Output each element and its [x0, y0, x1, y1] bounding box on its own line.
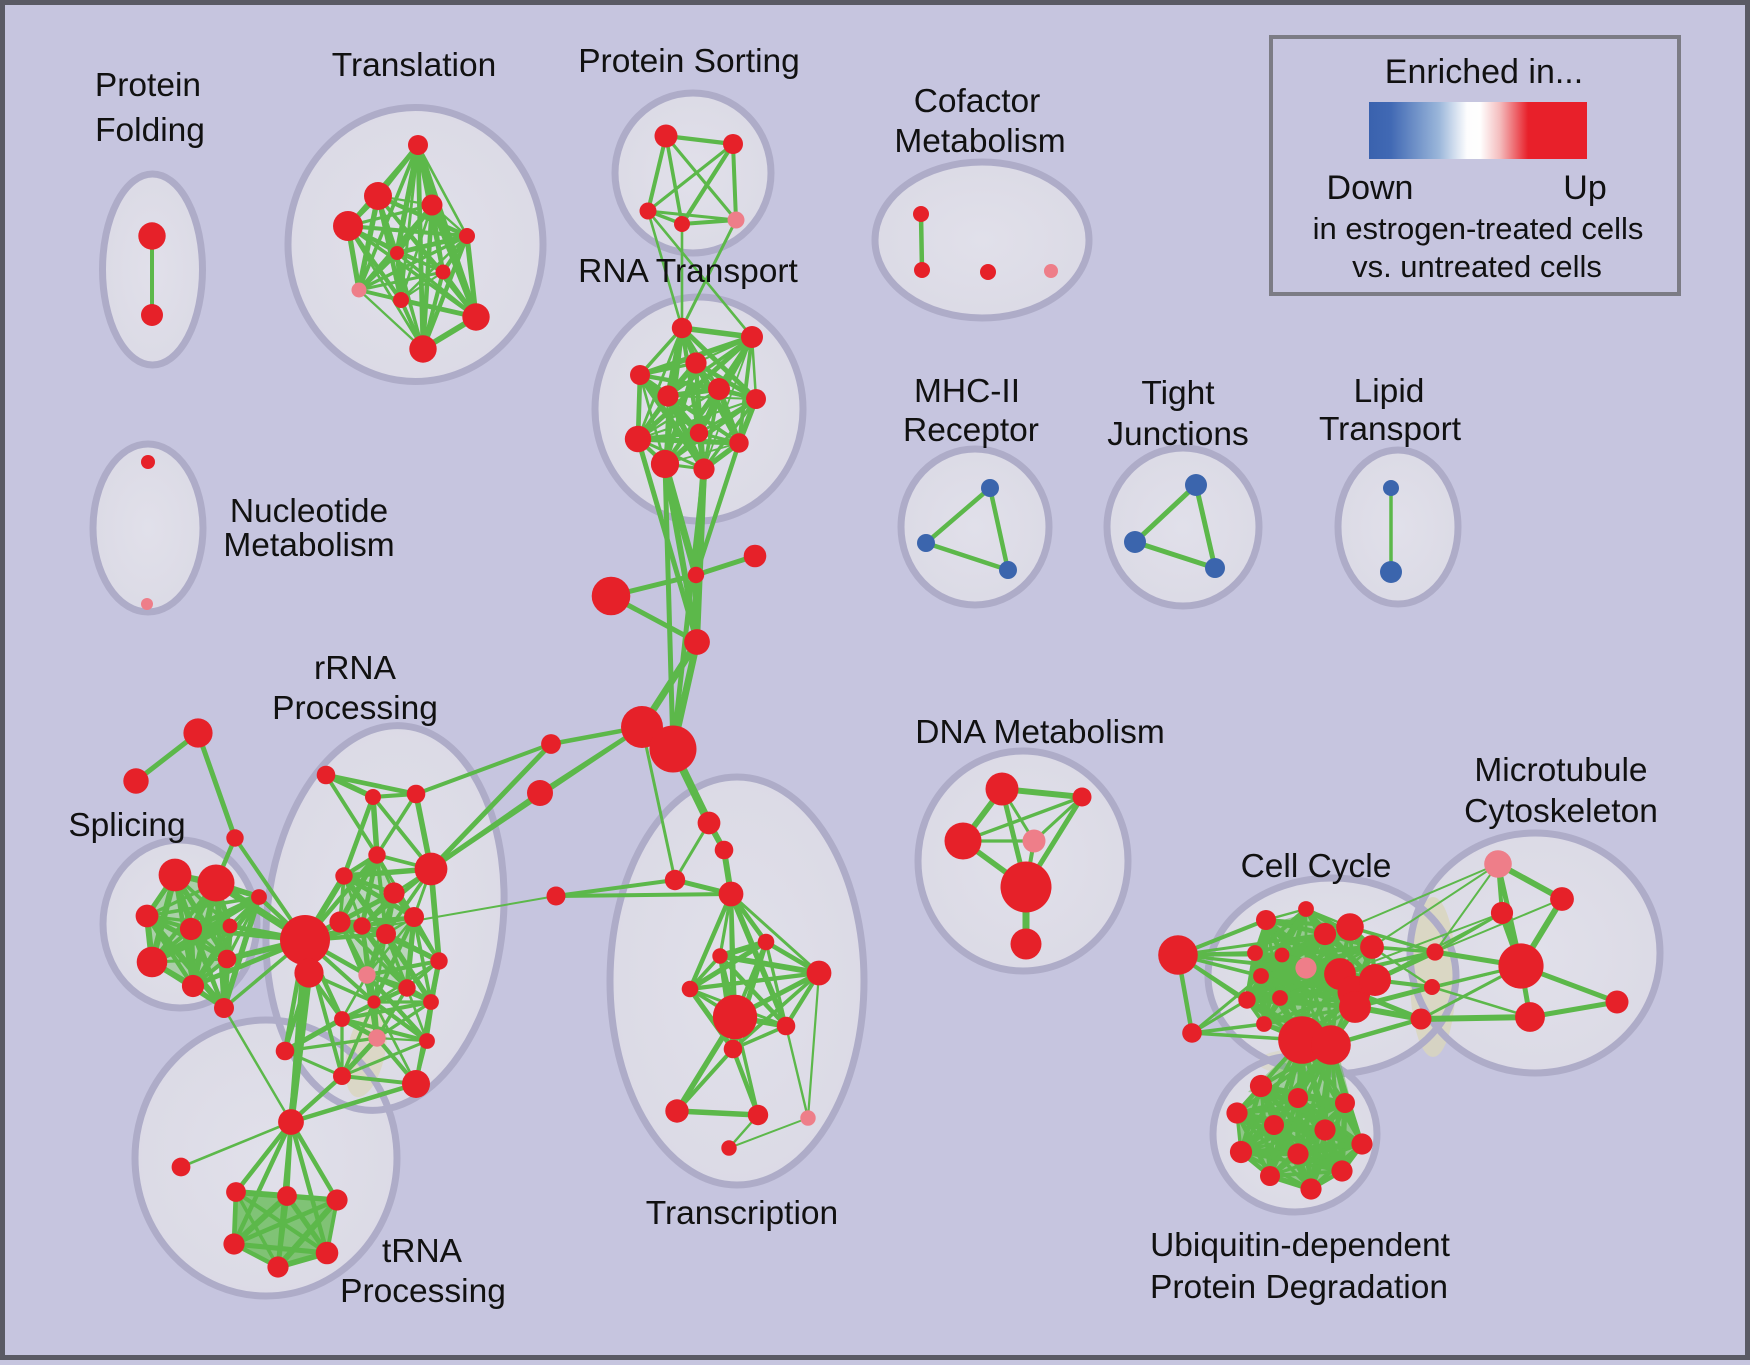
svg-text:Ubiquitin-dependent: Ubiquitin-dependent	[1150, 1227, 1451, 1264]
svg-text:Protein Sorting: Protein Sorting	[578, 43, 800, 80]
svg-text:Down: Down	[1327, 169, 1414, 207]
svg-text:Tight: Tight	[1141, 375, 1215, 412]
svg-text:Lipid: Lipid	[1354, 373, 1425, 410]
svg-text:rRNA: rRNA	[314, 650, 397, 687]
svg-text:Metabolism: Metabolism	[223, 527, 394, 564]
svg-text:Junctions: Junctions	[1107, 416, 1249, 453]
svg-text:in estrogen-treated cells: in estrogen-treated cells	[1313, 211, 1644, 246]
svg-text:Up: Up	[1563, 169, 1606, 207]
svg-text:Transport: Transport	[1319, 411, 1462, 448]
svg-text:Nucleotide: Nucleotide	[230, 493, 388, 530]
svg-text:DNA Metabolism: DNA Metabolism	[915, 714, 1164, 751]
svg-text:Protein Degradation: Protein Degradation	[1150, 1269, 1448, 1306]
svg-text:Folding: Folding	[95, 112, 205, 149]
svg-text:Metabolism: Metabolism	[894, 123, 1065, 160]
svg-text:Processing: Processing	[272, 690, 438, 727]
svg-text:Cell Cycle: Cell Cycle	[1241, 848, 1392, 885]
svg-text:Cofactor: Cofactor	[914, 83, 1041, 120]
svg-text:MHC-II: MHC-II	[914, 373, 1020, 410]
svg-text:Processing: Processing	[340, 1273, 506, 1310]
svg-text:Translation: Translation	[332, 47, 496, 84]
svg-text:RNA Transport: RNA Transport	[578, 253, 798, 290]
svg-text:Microtubule: Microtubule	[1474, 752, 1647, 789]
svg-text:Cytoskeleton: Cytoskeleton	[1464, 793, 1658, 830]
svg-text:Protein: Protein	[95, 67, 201, 104]
svg-text:tRNA: tRNA	[382, 1233, 463, 1270]
svg-text:Enriched in...: Enriched in...	[1385, 53, 1583, 91]
svg-text:Receptor: Receptor	[903, 412, 1039, 449]
svg-text:Transcription: Transcription	[646, 1195, 838, 1232]
svg-text:Splicing: Splicing	[68, 807, 185, 844]
svg-text:vs. untreated cells: vs. untreated cells	[1352, 249, 1602, 284]
